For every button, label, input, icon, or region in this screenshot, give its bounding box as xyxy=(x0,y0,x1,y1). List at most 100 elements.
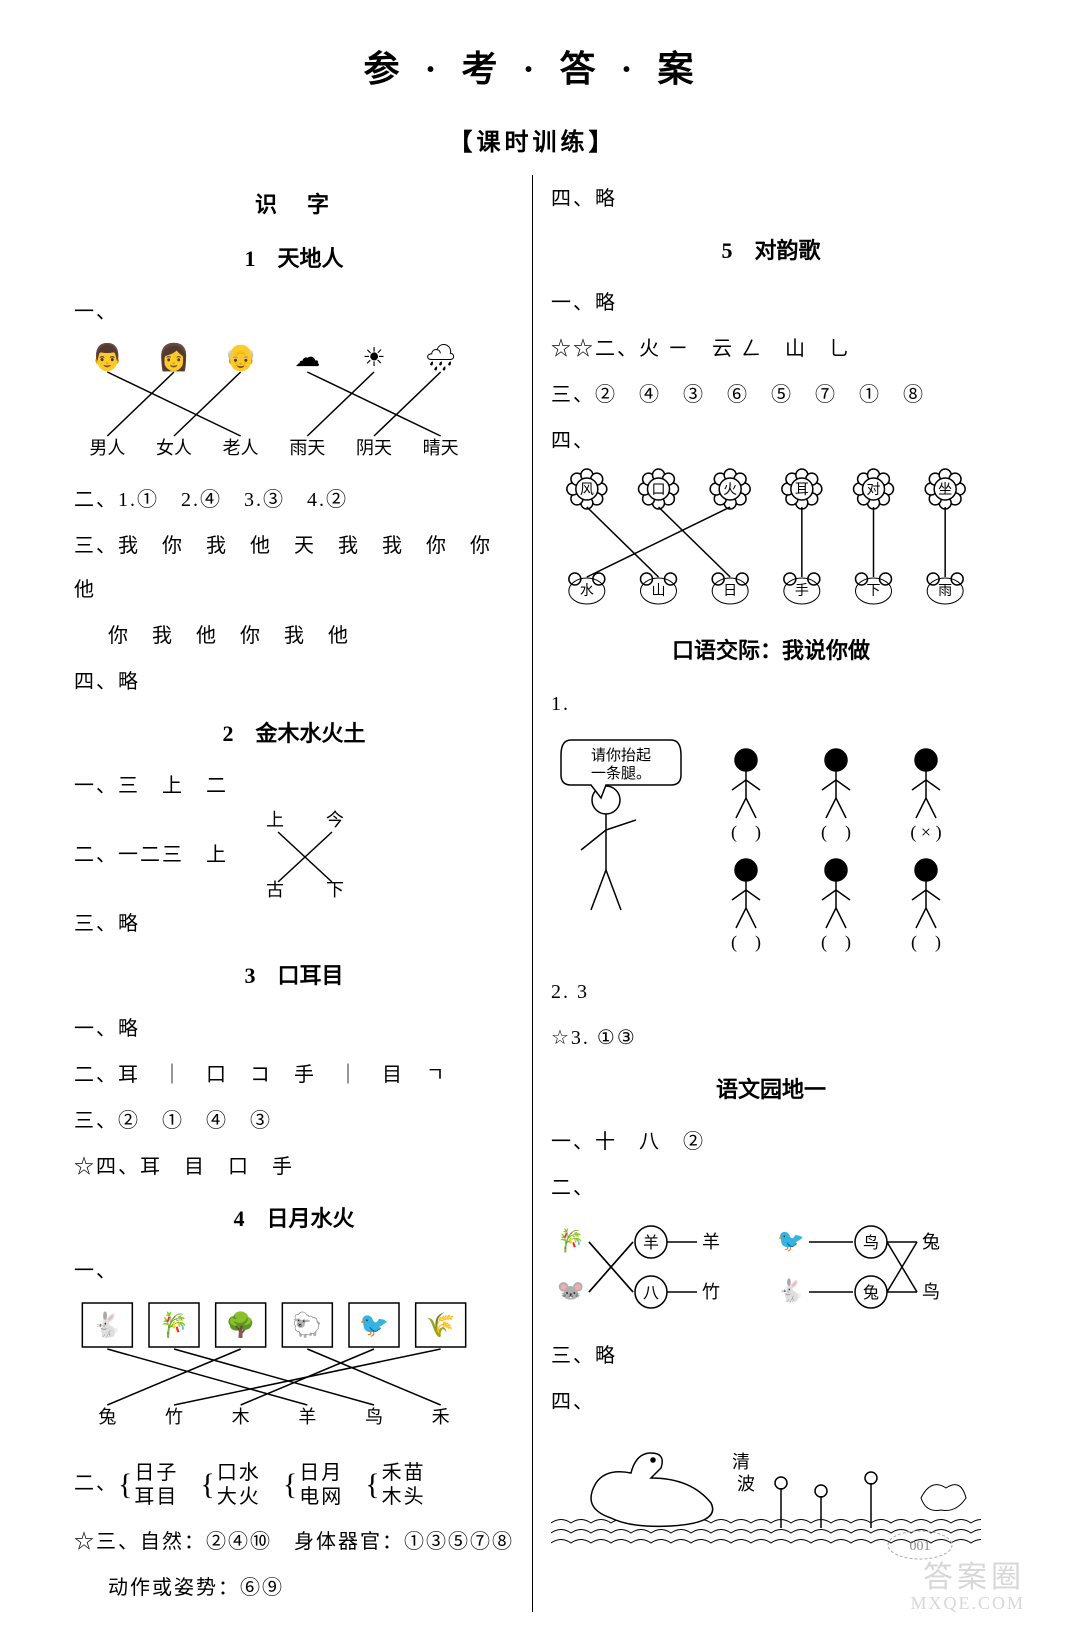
subtitle: 【课时训练】 xyxy=(60,122,1005,157)
l2-q3: 三、略 xyxy=(74,902,514,946)
svg-text:( ): ( ) xyxy=(731,822,761,843)
kouyu-q2: 2. 3 xyxy=(551,970,991,1014)
l2-cross-diagram: 上今古下 xyxy=(240,810,370,900)
svg-text:🐇: 🐇 xyxy=(777,1278,804,1303)
lesson-4-title: 4 日月水火 xyxy=(74,1195,514,1243)
svg-text:( ): ( ) xyxy=(821,822,851,843)
watermark-url: MXQE.COM xyxy=(910,1594,1025,1614)
l1-q3a: 三、我 你 我 他 天 我 我 你 你 他 xyxy=(74,524,514,612)
page-number: 001 xyxy=(885,1528,955,1562)
l5-q4: 四、 xyxy=(551,419,991,463)
svg-text:晴天: 晴天 xyxy=(423,438,459,458)
svg-text:👴: 👴 xyxy=(224,343,256,372)
yw-q3: 三、略 xyxy=(551,1334,991,1378)
l2-q1: 一、三 上 二 xyxy=(74,764,514,808)
svg-text:☁: ☁ xyxy=(294,343,320,372)
svg-text:🌧: 🌧 xyxy=(424,343,457,372)
l4-q2-braces: 二、{日子耳目 {口水大火 {日月电网 {禾苗木头 xyxy=(74,1452,514,1518)
svg-text:阴天: 阴天 xyxy=(356,438,392,458)
svg-text:竹: 竹 xyxy=(165,1407,183,1427)
svg-text:口: 口 xyxy=(652,483,666,498)
svg-text:🎋: 🎋 xyxy=(159,1311,189,1339)
two-columns: 识 字 1 天地人 一、 👨男人👩女人👴老人☁雨天☀阴天🌧晴天 二、1.① 2.… xyxy=(60,175,1005,1612)
svg-text:上: 上 xyxy=(266,810,284,830)
kouyu-title: 口语交际：我说你做 xyxy=(551,627,991,675)
svg-text:一条腿。: 一条腿。 xyxy=(591,765,651,782)
l1-matching-diagram: 👨男人👩女人👴老人☁雨天☀阴天🌧晴天 xyxy=(74,338,514,468)
svg-text:( ): ( ) xyxy=(911,932,941,953)
kouyu-figure: 请你抬起一条腿。 ( ) ( ) ( × ) ( ) ( ) ( ) xyxy=(551,730,991,960)
yw-q4: 四、 xyxy=(551,1380,991,1424)
right-column: 四、略 5 对韵歌 一、略 ☆☆二、火 ㄧ 云 ㄥ 山 乚 三、② ④ ③ ⑥ … xyxy=(533,175,1005,1612)
svg-text:🎋: 🎋 xyxy=(557,1228,584,1253)
svg-text:禾: 禾 xyxy=(432,1407,450,1427)
svg-text:兔: 兔 xyxy=(98,1407,116,1427)
l5-matching-diagram: 风水口山火日耳手对下坐雨 xyxy=(551,467,991,617)
svg-text:下: 下 xyxy=(867,584,881,599)
svg-text:羊: 羊 xyxy=(298,1407,316,1427)
svg-text:女人: 女人 xyxy=(156,438,192,458)
yw-q1: 一、十 八 ② xyxy=(551,1120,991,1164)
l4-q1: 一、 xyxy=(74,1249,514,1293)
svg-text:( ): ( ) xyxy=(821,932,851,953)
svg-text:坐: 坐 xyxy=(938,482,952,498)
svg-text:👨: 👨 xyxy=(91,342,123,372)
l1-q1: 一、 xyxy=(74,290,514,334)
watermark: 答案圈 MXQE.COM xyxy=(910,1561,1025,1614)
svg-text:兔: 兔 xyxy=(863,1284,879,1302)
svg-text:羊: 羊 xyxy=(643,1234,659,1252)
svg-text:波: 波 xyxy=(737,1474,755,1494)
svg-text:羊: 羊 xyxy=(702,1232,720,1252)
svg-text:耳: 耳 xyxy=(795,483,809,498)
svg-text:🐇: 🐇 xyxy=(92,1311,122,1339)
yuwen-title: 语文园地一 xyxy=(551,1066,991,1114)
lesson-3-title: 3 口耳目 xyxy=(74,952,514,1000)
svg-text:手: 手 xyxy=(795,583,809,599)
l1-q3b: 你 我 他 你 我 他 xyxy=(74,614,514,658)
left-column: 识 字 1 天地人 一、 👨男人👩女人👴老人☁雨天☀阴天🌧晴天 二、1.① 2.… xyxy=(60,175,533,1612)
svg-text:( ): ( ) xyxy=(731,932,761,953)
svg-text:对: 对 xyxy=(867,482,881,498)
svg-text:风: 风 xyxy=(580,483,594,498)
lesson-2-title: 2 金木水火土 xyxy=(74,710,514,758)
svg-text:🌳: 🌳 xyxy=(226,1310,256,1339)
svg-text:🐦: 🐦 xyxy=(777,1228,804,1253)
svg-text:火: 火 xyxy=(723,483,737,498)
yw-matching-diagram: 🎋羊羊🐭八竹🐦鸟兔🐇兔鸟 xyxy=(551,1214,991,1324)
svg-text:鸟: 鸟 xyxy=(365,1407,383,1427)
svg-text:清: 清 xyxy=(732,1452,750,1472)
yw-q2: 二、 xyxy=(551,1166,991,1210)
l5-q2: ☆☆二、火 ㄧ 云 ㄥ 山 乚 xyxy=(551,327,991,371)
svg-text:☀: ☀ xyxy=(362,343,385,372)
svg-text:鸟: 鸟 xyxy=(922,1282,940,1302)
svg-text:请你抬起: 请你抬起 xyxy=(591,747,651,764)
svg-text:鸟: 鸟 xyxy=(863,1234,879,1252)
l3-q1: 一、略 xyxy=(74,1007,514,1051)
svg-text:雨: 雨 xyxy=(938,584,952,599)
l1-q4: 四、略 xyxy=(74,660,514,704)
watermark-text: 答案圈 xyxy=(910,1561,1025,1594)
svg-text:( × ): ( × ) xyxy=(910,822,941,843)
svg-text:竹: 竹 xyxy=(702,1282,720,1302)
svg-text:老人: 老人 xyxy=(223,438,259,458)
page: 参 · 考 · 答 · 案 【课时训练】 识 字 1 天地人 一、 👨男人👩女人… xyxy=(0,0,1065,1632)
l4-matching-diagram: 🐇兔🎋竹🌳木🐑羊🐦鸟🌾禾 xyxy=(74,1297,514,1442)
svg-text:👩: 👩 xyxy=(158,342,190,372)
svg-text:下: 下 xyxy=(326,880,344,900)
svg-text:八: 八 xyxy=(643,1285,659,1302)
l5-q3: 三、② ④ ③ ⑥ ⑤ ⑦ ① ⑧ xyxy=(551,373,991,417)
svg-text:日: 日 xyxy=(723,584,737,599)
kouyu-q1: 1. xyxy=(551,682,991,726)
l3-q4: ☆四、耳 目 口 手 xyxy=(74,1145,514,1189)
l4-q3b: 动作或姿势：⑥⑨ xyxy=(74,1566,514,1610)
l2-q2: 二、一二三 上 xyxy=(74,833,228,877)
main-title: 参 · 考 · 答 · 案 xyxy=(60,40,1005,92)
svg-text:🐑: 🐑 xyxy=(292,1310,322,1339)
svg-text:001: 001 xyxy=(910,1539,931,1554)
svg-text:🐦: 🐦 xyxy=(359,1313,389,1339)
svg-text:古: 古 xyxy=(266,880,284,900)
l1-q2: 二、1.① 2.④ 3.③ 4.② xyxy=(74,478,514,522)
l3-q2: 二、耳 ｜ 口 コ 手 ｜ 目 ㄱ xyxy=(74,1053,514,1097)
l3-q3: 三、② ① ④ ③ xyxy=(74,1099,514,1143)
section-heading: 识 字 xyxy=(74,181,514,229)
